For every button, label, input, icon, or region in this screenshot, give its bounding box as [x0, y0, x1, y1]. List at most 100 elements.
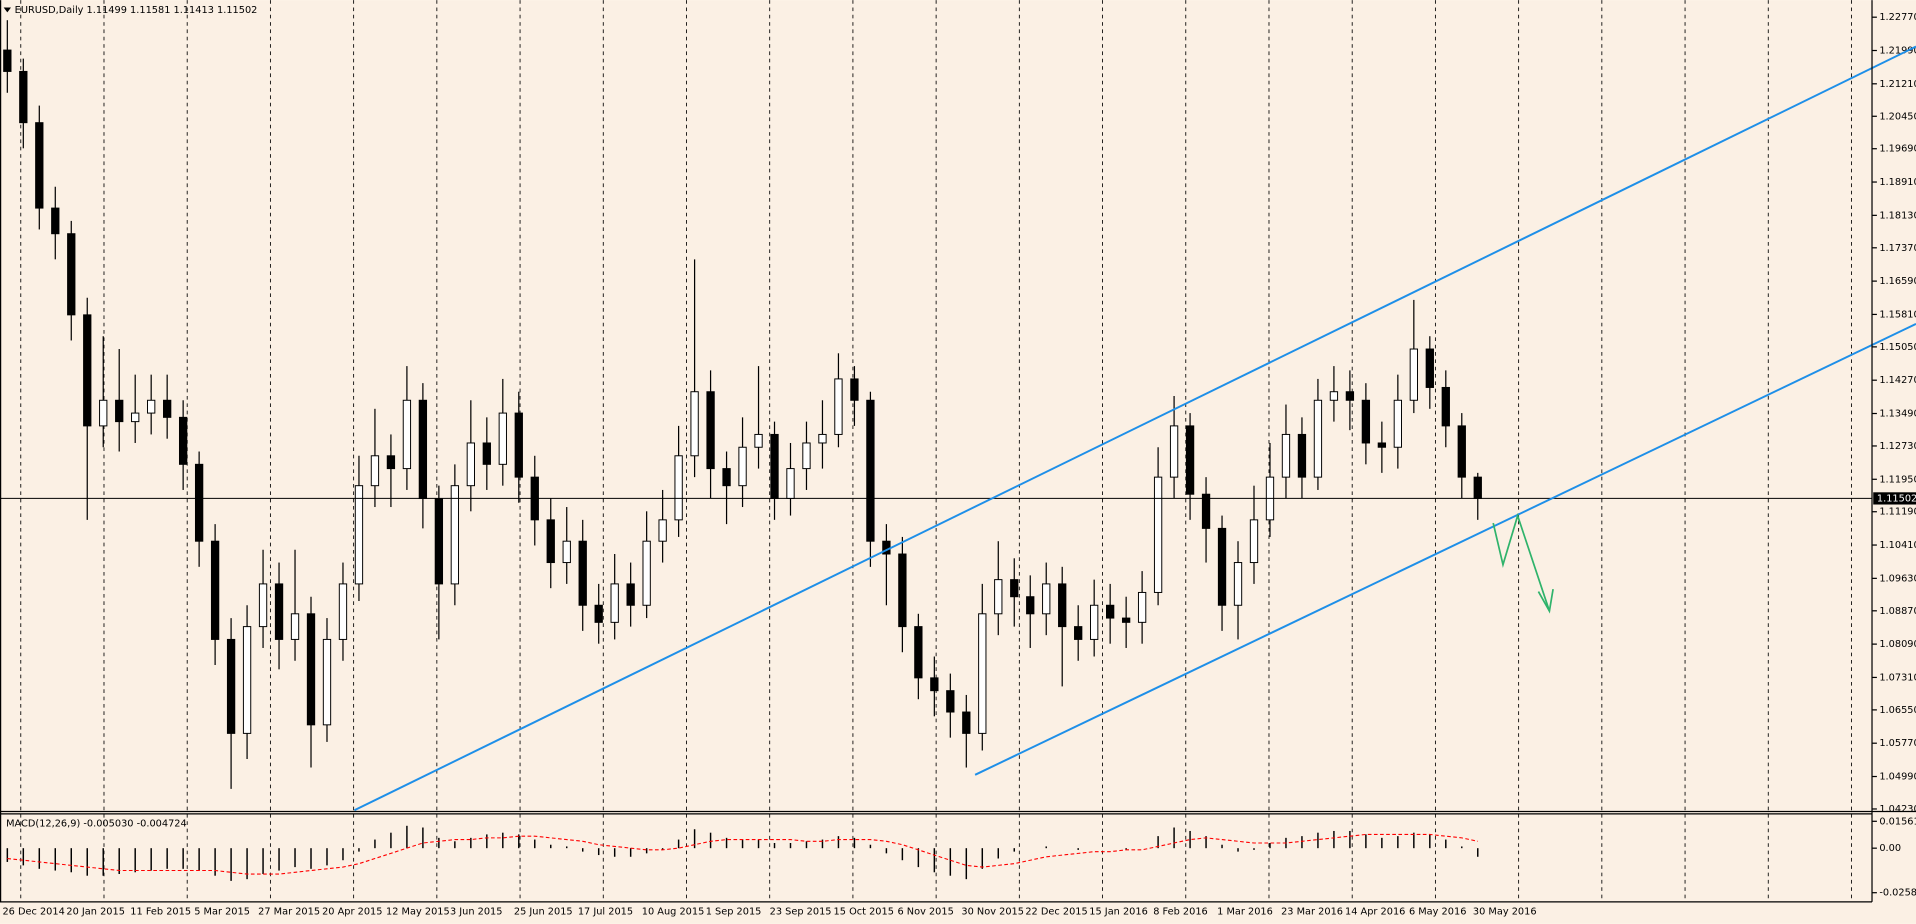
x-tick-label: 3 Jun 2015 — [450, 907, 503, 918]
x-tick-label: 10 Aug 2015 — [642, 907, 705, 918]
candle-body — [210, 540, 220, 640]
candle-body — [1121, 617, 1131, 623]
y-tick-label: 1.12730 — [1879, 441, 1916, 452]
x-tick-label: 11 Feb 2015 — [130, 907, 191, 918]
candle-body — [978, 613, 987, 734]
y-tick-label: 1.11950 — [1879, 474, 1916, 485]
y-tick-label: 1.20450 — [1879, 111, 1916, 122]
candle-body — [1169, 425, 1179, 478]
candle-body — [642, 540, 651, 606]
x-tick-label: 1 Mar 2016 — [1217, 907, 1273, 918]
candle-body — [1153, 476, 1163, 593]
x-tick-label: 6 Nov 2015 — [897, 907, 953, 918]
candle-body — [1185, 425, 1195, 495]
y-tick-label: 1.15810 — [1879, 309, 1916, 320]
y-tick-label: 0.015613 — [1879, 816, 1916, 827]
y-tick-label: 1.07310 — [1879, 672, 1916, 683]
x-tick-label: 25 Jun 2015 — [514, 907, 573, 918]
x-tick-label: 1 Sep 2015 — [706, 907, 762, 918]
menu-triangle — [3, 7, 11, 13]
candle-body — [1233, 562, 1243, 606]
candle-body — [738, 446, 747, 487]
channel-upper-line — [353, 45, 1916, 812]
x-tick-label: 23 Mar 2016 — [1281, 907, 1343, 918]
x-tick-label: 17 Jul 2015 — [578, 907, 633, 918]
candle-body — [1313, 399, 1323, 478]
macd-title: MACD(12,26,9) -0.005030 -0.004724 — [6, 819, 187, 830]
candle-body — [67, 233, 76, 316]
candle-body — [1090, 604, 1099, 640]
candle-body — [51, 207, 60, 235]
y-tick-label: 1.21210 — [1879, 79, 1916, 90]
channel-lower-line — [974, 323, 1916, 776]
candle-body — [850, 378, 859, 401]
candle-body — [802, 442, 811, 470]
y-tick-label: 1.14270 — [1879, 375, 1916, 386]
candle-body — [482, 442, 491, 465]
candle-body — [866, 399, 875, 542]
macd-pane: 0.015613 0.00 -0.025871 — [6, 816, 1916, 899]
candle-body — [818, 433, 827, 444]
candle-body — [163, 399, 172, 418]
chart-title: EURUSD,Daily 1.11499 1.11581 1.11413 1.1… — [15, 5, 258, 16]
candle-body — [274, 583, 284, 640]
candle-body — [706, 391, 715, 470]
y-tick-label: 1.08870 — [1879, 606, 1916, 617]
candle-body — [3, 49, 12, 72]
x-tick-label: 22 Dec 2015 — [1025, 907, 1087, 918]
y-tick-label: 0.00 — [1879, 843, 1901, 854]
candle-body — [1281, 433, 1291, 478]
y-tick-label: 1.19690 — [1879, 144, 1916, 155]
y-tick-label: 1.13490 — [1879, 409, 1916, 420]
x-tick-label: 26 Dec 2014 — [2, 907, 64, 918]
y-tick-label: 1.04990 — [1879, 772, 1916, 783]
candle-body — [1201, 493, 1211, 529]
candle-body — [690, 391, 699, 457]
x-tick-label: 20 Jan 2015 — [66, 907, 125, 918]
forecast-arrow-head — [1537, 588, 1554, 614]
x-tick-label: 23 Sep 2015 — [770, 907, 832, 918]
candle-body — [1329, 391, 1339, 401]
current-price-label: 1.11502 — [1877, 493, 1916, 504]
candle-body — [546, 519, 555, 564]
y-tick-label: 1.08090 — [1879, 639, 1916, 650]
candle-body — [99, 399, 108, 427]
candle-body — [402, 399, 412, 470]
drawings — [353, 45, 1916, 812]
candle-body — [578, 540, 587, 606]
candle-body — [514, 412, 523, 478]
y-tick-label: 1.21990 — [1879, 46, 1916, 57]
macd-signal-line — [7, 833, 1478, 875]
frame: EURUSD,Daily 1.11499 1.11581 1.11413 1.1… — [0, 0, 1916, 903]
x-tick-label: 8 Feb 2016 — [1153, 907, 1208, 918]
candle-body — [434, 498, 444, 585]
x-tick-label: 6 May 2016 — [1409, 907, 1466, 918]
candle-body — [1441, 386, 1450, 427]
candle-body — [1345, 391, 1355, 401]
candle-body — [226, 638, 236, 734]
candle-body — [115, 399, 124, 423]
candle-body — [722, 468, 731, 487]
y-tick-label: 1.17370 — [1879, 243, 1916, 254]
candle-body — [1249, 519, 1259, 564]
candle-body — [1425, 348, 1434, 388]
candle-body — [242, 626, 252, 734]
y-tick-label: 1.05770 — [1879, 738, 1916, 749]
x-tick-label: 20 Apr 2015 — [322, 907, 382, 918]
candle-body — [594, 604, 603, 623]
x-tick-label: 15 Jan 2016 — [1089, 907, 1148, 918]
candle-body — [562, 540, 571, 564]
candle-body — [466, 442, 475, 487]
y-tick-label: 1.22770 — [1879, 12, 1916, 23]
x-tick-label: 27 Mar 2015 — [258, 907, 320, 918]
x-tick-label: 30 May 2016 — [1473, 907, 1537, 918]
candle-body — [1409, 348, 1418, 401]
y-tick-label: 1.10410 — [1879, 540, 1916, 551]
candle-body — [35, 122, 44, 209]
candle-body — [147, 399, 156, 414]
candle-body — [754, 433, 763, 448]
candle-body — [83, 314, 92, 427]
forecast-arrow — [1492, 512, 1551, 612]
